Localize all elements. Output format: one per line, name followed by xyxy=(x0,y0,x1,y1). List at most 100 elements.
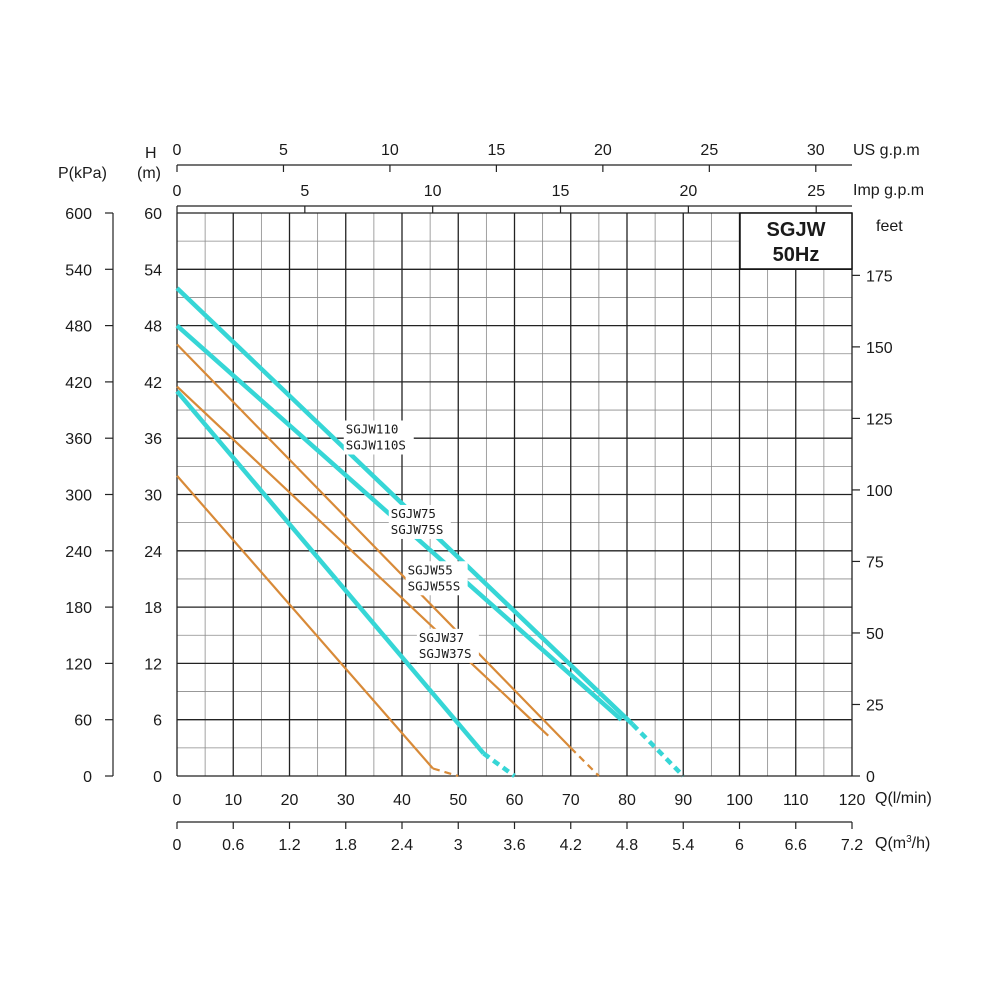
m3h-tick-label: 7.2 xyxy=(841,837,863,854)
sgjw75-label-bg xyxy=(388,504,451,539)
m3h-tick-label: 0 xyxy=(173,837,182,854)
meters-tick-label: 54 xyxy=(144,262,162,279)
lpm-tick-label: 50 xyxy=(449,792,467,809)
sgjw75-curve xyxy=(176,343,572,749)
meters-tick-label: 24 xyxy=(144,544,162,561)
impgpm-axis-label: Imp g.p.m xyxy=(853,182,924,199)
meters-tick-label: 0 xyxy=(153,769,162,786)
feet-tick-label: 25 xyxy=(866,697,884,714)
lpm-tick-label: 40 xyxy=(393,792,411,809)
title-line-1: SGJW xyxy=(767,219,826,241)
sgjw75-label-2: SGJW75S xyxy=(391,522,444,537)
feet-tick-label: 50 xyxy=(866,626,884,643)
lpm-tick-label: 100 xyxy=(726,792,753,809)
sgjw55-label-bg xyxy=(405,561,468,596)
sgjw37-label-1: SGJW37 xyxy=(419,630,464,645)
kpa-tick-label: 180 xyxy=(65,600,92,617)
impgpm-tick-label: 5 xyxy=(300,183,309,200)
meters-tick-label: 12 xyxy=(144,656,162,673)
feet-tick-label: 175 xyxy=(866,268,893,285)
m3h-tick-label: 1.2 xyxy=(278,837,300,854)
kpa-tick-label: 120 xyxy=(65,656,92,673)
feet-tick-label: 100 xyxy=(866,483,893,500)
kpa-axis-label: P(kPa) xyxy=(58,165,107,182)
sgjw110-label-2: SGJW110S xyxy=(346,438,406,453)
sgjw55-curve-dashed xyxy=(482,751,516,778)
m3h-tick-label: 6.6 xyxy=(785,837,807,854)
major-grid xyxy=(176,212,853,777)
kpa-tick-label: 0 xyxy=(83,769,92,786)
title-box xyxy=(739,212,853,270)
kpa-tick-label: 300 xyxy=(65,488,92,505)
kpa-tick-label: 60 xyxy=(74,713,92,730)
feet-tick-label: 125 xyxy=(866,411,893,428)
m3h-label-tail: /h) xyxy=(912,835,931,852)
meters-tick-label: 48 xyxy=(144,319,162,336)
impgpm-tick-label: 10 xyxy=(424,183,442,200)
lpm-axis-label: Q(l/min) xyxy=(875,790,932,807)
m3h-axis-label: Q(m3/h) xyxy=(875,834,930,852)
kpa-tick-label: 240 xyxy=(65,544,92,561)
kpa-tick-label: 360 xyxy=(65,431,92,448)
meters-tick-label: 18 xyxy=(144,600,162,617)
usgpm-tick-label: 10 xyxy=(381,142,399,159)
kpa-tick-label: 420 xyxy=(65,375,92,392)
m3h-tick-label: 3 xyxy=(454,837,463,854)
kpa-tick-label: 540 xyxy=(65,262,92,279)
feet-tick-label: 75 xyxy=(866,554,884,571)
m3h-tick-label: 4.2 xyxy=(560,837,582,854)
sgjw55-label-1: SGJW55 xyxy=(408,562,453,577)
m3h-tick-label: 1.8 xyxy=(335,837,357,854)
title-line-2: 50Hz xyxy=(773,244,820,266)
feet-tick-label: 150 xyxy=(866,340,893,357)
sgjw75-label-1: SGJW75 xyxy=(391,506,436,521)
kpa-tick-label: 600 xyxy=(65,206,92,223)
lpm-tick-label: 0 xyxy=(173,792,182,809)
usgpm-tick-label: 20 xyxy=(594,142,612,159)
lpm-tick-label: 30 xyxy=(337,792,355,809)
axis-lines xyxy=(105,164,860,829)
sgjw110-curve-dashed xyxy=(631,722,685,778)
lpm-tick-label: 120 xyxy=(839,792,866,809)
m3h-tick-label: 2.4 xyxy=(391,837,413,854)
sgjw75-curve-dashed xyxy=(569,747,600,777)
lpm-tick-label: 110 xyxy=(783,792,809,809)
sgjw110-label-1: SGJW110 xyxy=(346,422,399,437)
sgjw75-curve xyxy=(176,385,550,737)
lpm-tick-label: 10 xyxy=(224,792,242,809)
impgpm-tick-label: 15 xyxy=(552,183,570,200)
sgjw37-label-2: SGJW37S xyxy=(419,646,472,661)
sgjw55-curve xyxy=(175,389,486,755)
usgpm-tick-label: 15 xyxy=(488,142,506,159)
m3h-tick-label: 4.8 xyxy=(616,837,638,854)
m3h-tick-label: 6 xyxy=(735,837,744,854)
meters-tick-label: 36 xyxy=(144,431,162,448)
usgpm-tick-label: 25 xyxy=(700,142,718,159)
sgjw110-label-bg xyxy=(343,420,414,455)
meters-tick-label: 42 xyxy=(144,375,162,392)
lpm-tick-label: 60 xyxy=(506,792,524,809)
m3h-tick-label: 5.4 xyxy=(672,837,694,854)
impgpm-tick-label: 25 xyxy=(807,183,825,200)
meters-axis-label-line1: H xyxy=(145,145,157,162)
usgpm-tick-label: 0 xyxy=(173,142,182,159)
feet-axis-label: feet xyxy=(876,218,903,235)
usgpm-axis-label: US g.p.m xyxy=(853,142,920,159)
sgjw37-curve-dashed xyxy=(432,767,459,778)
m3h-label-sup: 3 xyxy=(906,834,912,845)
lpm-tick-label: 70 xyxy=(562,792,580,809)
impgpm-tick-label: 20 xyxy=(679,183,697,200)
usgpm-tick-label: 30 xyxy=(807,142,825,159)
lpm-tick-label: 90 xyxy=(674,792,692,809)
sgjw37-label-bg xyxy=(416,628,479,663)
tick-labels: 0601201802403003604204805406000612182430… xyxy=(65,142,893,854)
usgpm-tick-label: 5 xyxy=(279,142,288,159)
impgpm-tick-label: 0 xyxy=(173,183,182,200)
m3h-label-base: Q(m xyxy=(875,835,906,852)
kpa-tick-label: 480 xyxy=(65,319,92,336)
meters-tick-label: 30 xyxy=(144,488,162,505)
meters-tick-label: 60 xyxy=(144,206,162,223)
meters-axis-label-line2: (m) xyxy=(137,165,161,182)
